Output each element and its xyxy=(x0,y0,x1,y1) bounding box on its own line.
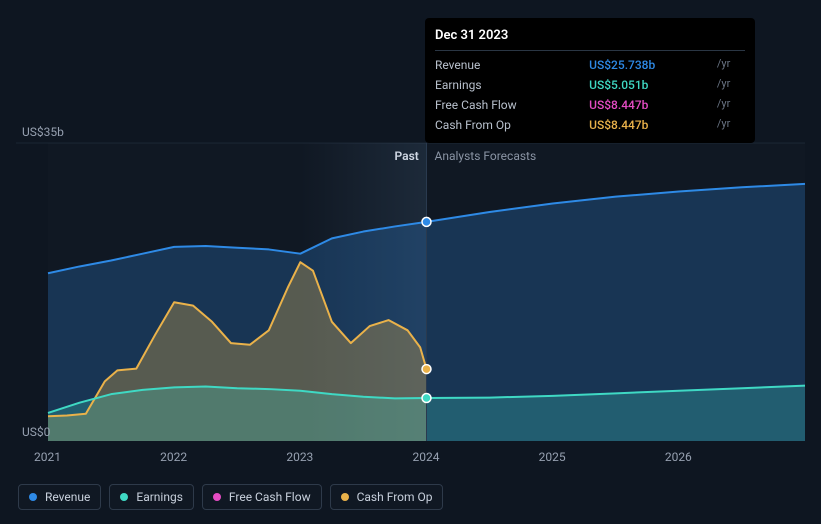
tooltip-metric-label: Earnings xyxy=(435,75,589,95)
legend-dot-icon xyxy=(29,493,37,501)
legend-label: Earnings xyxy=(136,490,183,504)
legend-item-free-cash-flow[interactable]: Free Cash Flow xyxy=(202,484,322,510)
legend-label: Revenue xyxy=(45,490,90,504)
legend-dot-icon xyxy=(213,493,221,501)
tooltip-metric-label: Free Cash Flow xyxy=(435,95,589,115)
tooltip-metric-value: US$8.447b xyxy=(589,115,714,135)
x-axis-tick: 2026 xyxy=(665,450,692,464)
x-axis-tick: 2025 xyxy=(539,450,566,464)
x-axis-tick: 2024 xyxy=(413,450,440,464)
tooltip-metric-value: US$25.738b xyxy=(589,55,714,75)
tooltip-metric-value: US$8.447b xyxy=(589,95,714,115)
y-axis-max-label: US$35b xyxy=(22,125,64,139)
tooltip-title: Dec 31 2023 xyxy=(435,26,745,51)
chart-tooltip: Dec 31 2023 RevenueUS$25.738b/yrEarnings… xyxy=(425,18,755,143)
tooltip-row: Free Cash FlowUS$8.447b/yr xyxy=(435,95,745,115)
legend-dot-icon xyxy=(341,493,349,501)
legend-label: Free Cash Flow xyxy=(229,490,311,504)
tooltip-row: RevenueUS$25.738b/yr xyxy=(435,55,745,75)
legend-item-revenue[interactable]: Revenue xyxy=(18,484,101,510)
legend-item-earnings[interactable]: Earnings xyxy=(109,484,194,510)
past-label: Past xyxy=(395,149,419,163)
x-axis-tick: 2021 xyxy=(34,450,61,464)
tooltip-table: RevenueUS$25.738b/yrEarningsUS$5.051b/yr… xyxy=(435,55,745,135)
tooltip-metric-value: US$5.051b xyxy=(589,75,714,95)
tooltip-metric-unit: /yr xyxy=(714,115,745,135)
tooltip-row: EarningsUS$5.051b/yr xyxy=(435,75,745,95)
legend-dot-icon xyxy=(120,493,128,501)
x-axis-tick: 2023 xyxy=(286,450,313,464)
tooltip-metric-unit: /yr xyxy=(714,55,745,75)
forecast-label: Analysts Forecasts xyxy=(435,149,537,163)
legend-item-cash-from-op[interactable]: Cash From Op xyxy=(330,484,444,510)
chart-legend: Revenue Earnings Free Cash Flow Cash From O… xyxy=(18,484,443,510)
legend-label: Cash From Op xyxy=(357,490,433,504)
tooltip-row: Cash From OpUS$8.447b/yr xyxy=(435,115,745,135)
tooltip-metric-label: Cash From Op xyxy=(435,115,589,135)
tooltip-metric-unit: /yr xyxy=(714,95,745,115)
financials-chart: US$35b US$0 Past Analysts Forecasts Dec … xyxy=(0,0,821,524)
y-axis-min-label: US$0 xyxy=(22,425,50,439)
tooltip-metric-unit: /yr xyxy=(714,75,745,95)
tooltip-metric-label: Revenue xyxy=(435,55,589,75)
x-axis-tick: 2022 xyxy=(160,450,187,464)
